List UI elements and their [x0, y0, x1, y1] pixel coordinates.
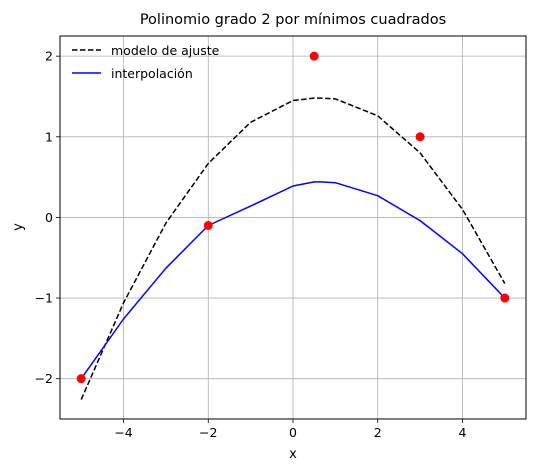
series-layer	[80, 97, 506, 400]
data-points	[76, 51, 510, 384]
x-axis-label: x	[289, 447, 297, 462]
axis-ticks: −4 −2 0 2 4 −2 −1 0 1 2	[35, 49, 467, 440]
series-line-interpolacion	[80, 181, 506, 380]
legend: modelo de ajuste interpolación	[72, 43, 220, 81]
data-point	[203, 220, 213, 230]
series-line-modelo-de-ajuste	[80, 97, 506, 400]
y-tick-label: 0	[45, 210, 53, 225]
legend-label-modelo: modelo de ajuste	[111, 43, 220, 58]
x-tick-label: 0	[289, 425, 297, 440]
y-axis-label: y	[11, 223, 26, 231]
data-point	[309, 51, 319, 61]
data-point	[76, 374, 86, 384]
x-tick-label: −4	[114, 425, 132, 440]
chart-title: Polinomio grado 2 por mínimos cuadrados	[140, 12, 446, 28]
grid	[60, 36, 526, 419]
legend-label-interpolacion: interpolación	[111, 66, 193, 81]
y-tick-label: 1	[45, 129, 53, 144]
y-tick-label: −2	[35, 371, 53, 386]
y-tick-label: −1	[35, 291, 53, 306]
x-tick-label: 2	[374, 425, 382, 440]
data-point	[415, 132, 425, 142]
x-tick-label: −2	[199, 425, 217, 440]
data-point	[500, 293, 510, 303]
x-tick-label: 4	[458, 425, 466, 440]
y-tick-label: 2	[45, 49, 53, 64]
